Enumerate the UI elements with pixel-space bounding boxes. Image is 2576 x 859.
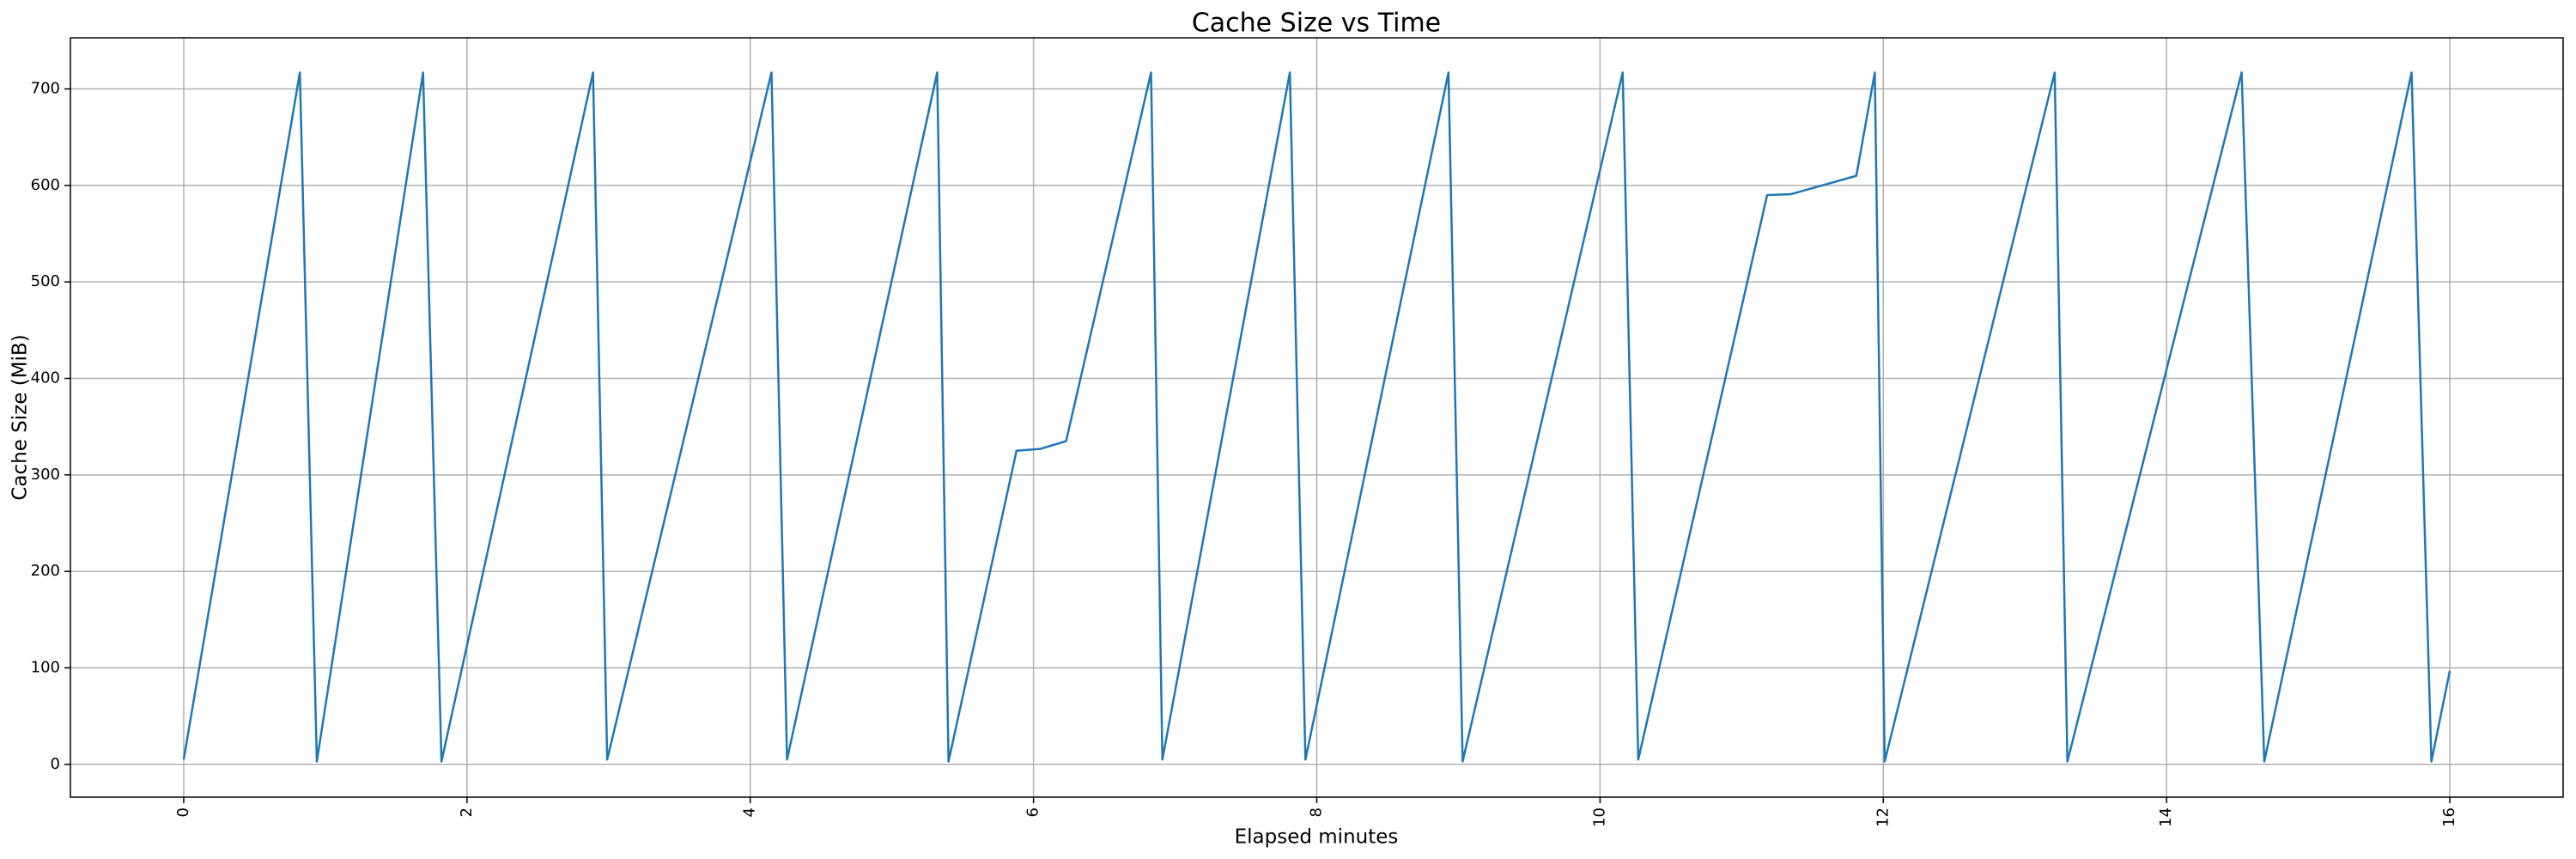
y-tick-label: 400 xyxy=(31,369,60,387)
y-tick-label: 600 xyxy=(31,176,60,194)
x-tick-label: 4 xyxy=(741,807,759,817)
x-tick-label: 6 xyxy=(1024,807,1042,817)
data-line xyxy=(182,71,2451,763)
y-tick-label: 0 xyxy=(51,755,60,773)
x-tick-label: 16 xyxy=(2440,807,2458,827)
y-tick-label: 700 xyxy=(31,80,60,98)
x-tick-label: 0 xyxy=(174,807,192,817)
x-tick-label: 12 xyxy=(1874,807,1892,827)
y-tick-label: 100 xyxy=(31,658,60,676)
x-tick-label: 2 xyxy=(458,807,476,817)
x-tick-label: 14 xyxy=(2157,807,2175,827)
x-axis-label: Elapsed minutes xyxy=(1235,826,1399,849)
y-axis-label: Cache Size (MiB) xyxy=(9,334,32,500)
chart-title: Cache Size vs Time xyxy=(1192,9,1441,39)
plot-frame xyxy=(70,37,2564,798)
y-tick-label: 200 xyxy=(31,562,60,580)
x-tick-label: 10 xyxy=(1590,807,1608,827)
x-tick-label: 8 xyxy=(1308,807,1326,817)
y-tick-label: 300 xyxy=(31,466,60,484)
y-tick-label: 500 xyxy=(31,272,60,290)
